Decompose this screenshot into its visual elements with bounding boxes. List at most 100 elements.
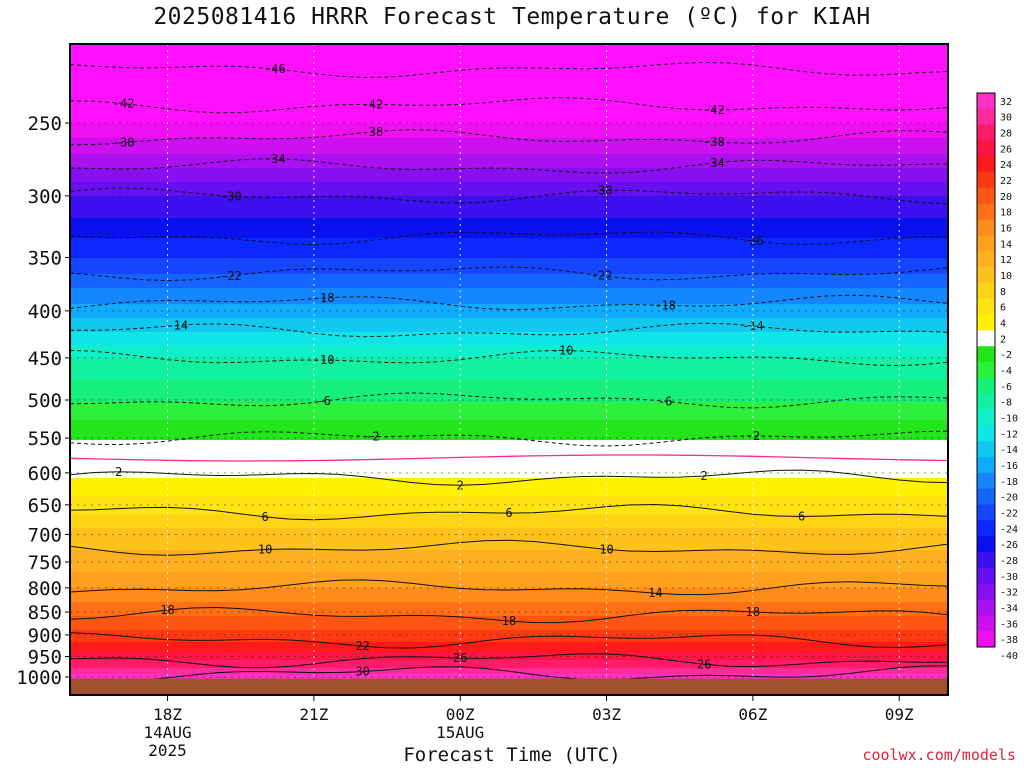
temperature-band (70, 376, 948, 379)
temperature-band (70, 310, 948, 313)
y-tick-label: 350 (28, 247, 62, 269)
colorbar-label: 32 (1000, 97, 1012, 108)
temperature-band (70, 642, 948, 645)
temperature-band (70, 196, 948, 199)
temperature-band (70, 544, 948, 547)
temperature-band (70, 674, 948, 677)
temperature-band (70, 354, 948, 357)
temperature-band (70, 650, 948, 653)
temperature-band (70, 362, 948, 365)
y-tick-label: 900 (28, 625, 62, 647)
temperature-band (70, 332, 948, 335)
temperature-band (70, 218, 948, 221)
temperature-band (70, 72, 948, 75)
temperature-band (70, 612, 948, 615)
temperature-band (70, 348, 948, 351)
colorbar: 32 30 28 26 24 22 20 18 16 14 12 10 8 6 4 2 -2 -4 -6 -8 -10 -… (976, 92, 1018, 662)
temperature-band (70, 500, 948, 503)
temperature-band (70, 646, 948, 649)
colorbar-swatch (977, 362, 995, 379)
colorbar-label: 8 (1000, 287, 1006, 298)
contour-label: -22 (591, 269, 613, 283)
temperature-band (70, 414, 948, 417)
temperature-band (70, 568, 948, 571)
colorbar-swatch (977, 187, 995, 205)
credit-link[interactable]: coolwx.com/models (862, 746, 1016, 764)
temperature-band (70, 282, 948, 285)
colorbar-swatch (977, 504, 995, 521)
contour-line (70, 579, 948, 596)
colorbar-swatch (977, 552, 995, 569)
temperature-band (70, 416, 948, 419)
temperature-band (70, 164, 948, 167)
temperature-band (70, 378, 948, 381)
temperature-band (70, 458, 948, 461)
colorbar-swatch (977, 615, 995, 632)
temperature-band (70, 188, 948, 191)
temperature-band (70, 228, 948, 231)
contour-label: -38 (703, 135, 725, 149)
temperature-band (70, 490, 948, 493)
temperature-band (70, 454, 948, 457)
contour-line (70, 632, 948, 649)
contour-label: -30 (591, 183, 613, 197)
contour-label: -30 (220, 189, 242, 203)
contour-label: -6 (658, 394, 672, 408)
colorbar-label: -4 (1000, 366, 1012, 377)
colorbar-swatch (977, 346, 995, 363)
colorbar-label: 10 (1000, 271, 1012, 282)
temperature-band (70, 146, 948, 149)
temperature-band (70, 326, 948, 329)
temperature-band (70, 150, 948, 153)
temperature-band (70, 274, 948, 277)
contour-label: -18 (654, 298, 676, 312)
temperature-band (70, 276, 948, 279)
temperature-band (70, 192, 948, 195)
x-axis-label: Forecast Time (UTC) (403, 744, 621, 766)
colorbar-swatch (977, 393, 995, 411)
temperature-band (70, 118, 948, 121)
temperature-band (70, 672, 948, 675)
temperature-band (70, 634, 948, 637)
temperature-band (70, 202, 948, 205)
temperature-band (70, 324, 948, 327)
temperature-band (70, 578, 948, 581)
temperature-band (70, 482, 948, 485)
contour-label: -22 (220, 269, 242, 283)
temperature-band (70, 278, 948, 281)
temperature-band (70, 66, 948, 69)
temperature-band (70, 440, 948, 443)
colorbar-swatch (977, 108, 995, 126)
temperature-band (70, 156, 948, 159)
contour-label: 26 (453, 651, 467, 665)
x-tick-sublabel: 14AUG (143, 723, 191, 742)
temperature-band (70, 386, 948, 389)
temperature-band (70, 198, 948, 201)
temperature-band (70, 120, 948, 123)
temperature-band (70, 240, 948, 243)
contour-label: -46 (264, 62, 286, 76)
temperature-band (70, 222, 948, 225)
colorbar-swatch (977, 567, 995, 585)
colorbar-swatch (977, 156, 995, 173)
temperature-band (70, 130, 948, 133)
temperature-band (70, 214, 948, 217)
x-tick-label: 21Z (299, 705, 328, 724)
contour-label: 26 (697, 657, 711, 671)
temperature-band (70, 154, 948, 157)
temperature-band (70, 418, 948, 421)
colorbar-swatch (977, 409, 995, 426)
y-tick-label: 500 (28, 390, 62, 412)
temperature-band (70, 288, 948, 291)
temperature-band (70, 166, 948, 169)
contour-label: -14 (742, 319, 764, 333)
temperature-band (70, 548, 948, 551)
temperature-band (70, 606, 948, 609)
temperature-band (70, 598, 948, 601)
temperature-band (70, 610, 948, 613)
colorbar-swatch (977, 172, 995, 189)
temperature-band (70, 402, 948, 405)
y-tick-label: 1000 (16, 667, 62, 689)
temperature-band (70, 470, 948, 473)
temperature-band (70, 462, 948, 465)
